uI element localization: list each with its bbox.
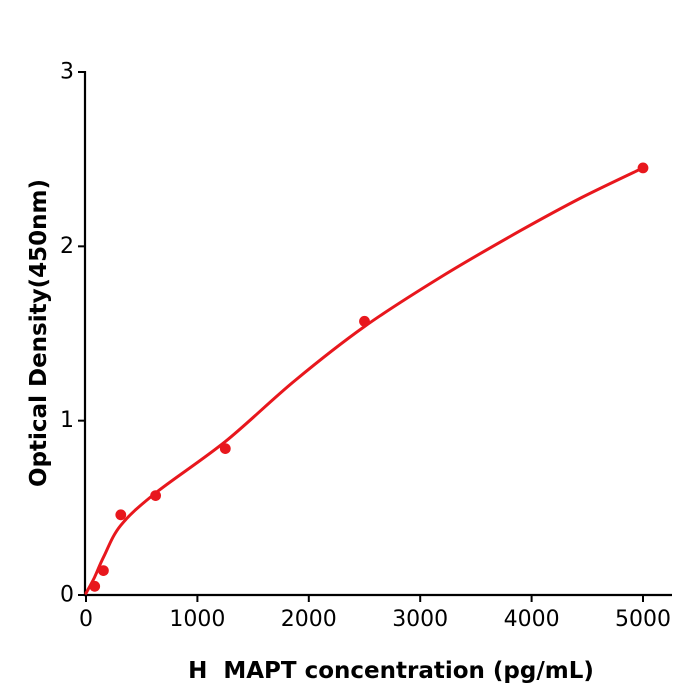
y-tick-label: 1 — [60, 408, 74, 433]
x-tick-label: 5000 — [615, 607, 671, 632]
y-tick-label: 2 — [60, 234, 74, 259]
x-axis-title: H MAPT concentration (pg/mL) — [188, 658, 594, 684]
x-tick-label: 0 — [79, 607, 93, 632]
y-tick-label: 3 — [60, 60, 74, 85]
x-tick-label: 2000 — [281, 607, 337, 632]
x-tick-label: 3000 — [392, 607, 448, 632]
data-point — [98, 565, 109, 576]
data-point — [115, 509, 127, 521]
y-tick-label: 0 — [60, 583, 74, 608]
x-tick-label: 4000 — [504, 607, 560, 632]
data-point — [219, 443, 231, 454]
axes: 0 1 2 3 0 1000 2000 3000 4000 5000 — [60, 60, 672, 632]
data-series — [84, 162, 649, 595]
data-point — [359, 315, 370, 327]
x-tick-label: 1000 — [169, 607, 225, 632]
data-point — [89, 580, 101, 592]
y-axis-title: Optical Density(450nm) — [26, 179, 52, 487]
data-point — [150, 490, 162, 501]
data-point — [637, 162, 649, 174]
fitted-curve — [84, 166, 645, 595]
